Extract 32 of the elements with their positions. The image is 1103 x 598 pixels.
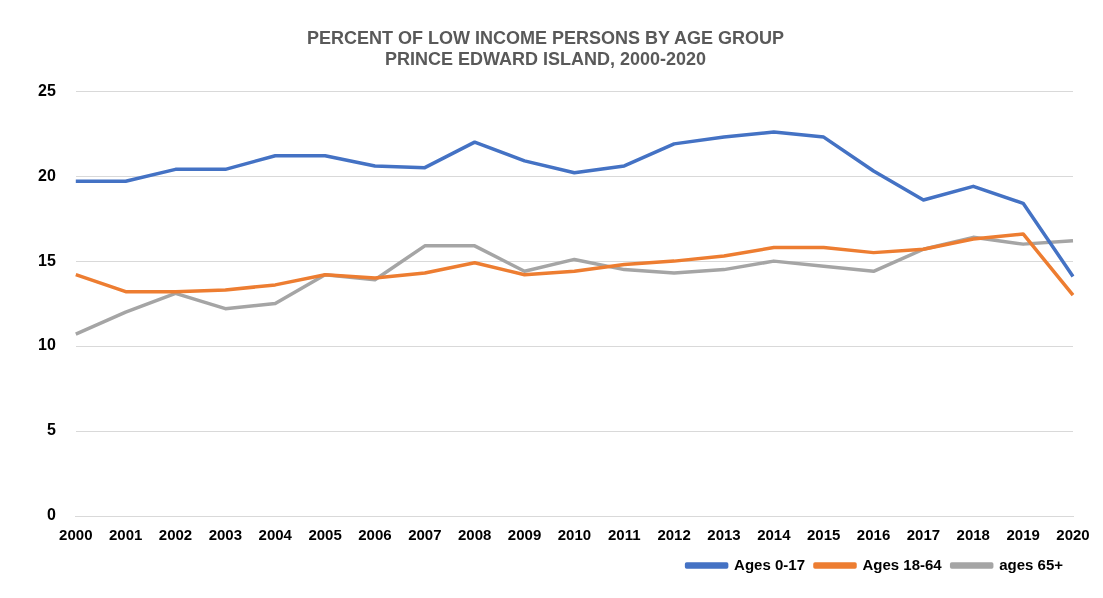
x-tick-label: 2008: [457, 526, 492, 544]
x-tick-label: 2005: [308, 526, 342, 544]
y-tick-label: 10: [38, 336, 56, 354]
y-tick-label: 25: [38, 81, 56, 99]
legend-label: Ages 18-64: [862, 555, 943, 573]
y-tick-label: 20: [38, 166, 56, 184]
x-tick-label: 2004: [258, 526, 293, 544]
x-tick-label: 2018: [956, 526, 990, 544]
y-tick-label: 15: [38, 251, 56, 269]
x-tick-label: 2014: [757, 526, 792, 544]
y-tick-label: 0: [46, 506, 56, 524]
x-tick-label: 2009: [507, 526, 542, 544]
x-tick-label: 2000: [59, 526, 93, 544]
x-tick-label: 2010: [557, 526, 592, 544]
chart-title: PERCENT OF LOW INCOME PERSONS BY AGE GROUP: [306, 27, 785, 48]
x-tick-label: 2006: [358, 526, 392, 544]
x-tick-label: 2016: [856, 526, 891, 544]
x-tick-label: 2003: [208, 526, 243, 544]
x-tick-label: 2017: [906, 526, 941, 544]
x-tick-label: 2011: [607, 526, 641, 544]
x-tick-label: 2020: [1056, 526, 1090, 544]
x-tick-label: 2019: [1006, 526, 1040, 544]
legend-label: ages 65+: [999, 555, 1064, 573]
x-tick-label: 2012: [657, 526, 691, 544]
legend-label: Ages 0-17: [734, 555, 805, 573]
x-tick-label: 2001: [108, 526, 143, 544]
y-tick-label: 5: [46, 421, 56, 439]
x-tick-label: 2015: [807, 526, 841, 544]
x-tick-label: 2007: [408, 526, 442, 544]
x-tick-label: 2013: [707, 526, 741, 544]
chart-subtitle: PRINCE EDWARD ISLAND, 2000-2020: [384, 49, 707, 70]
x-tick-label: 2002: [158, 526, 193, 544]
